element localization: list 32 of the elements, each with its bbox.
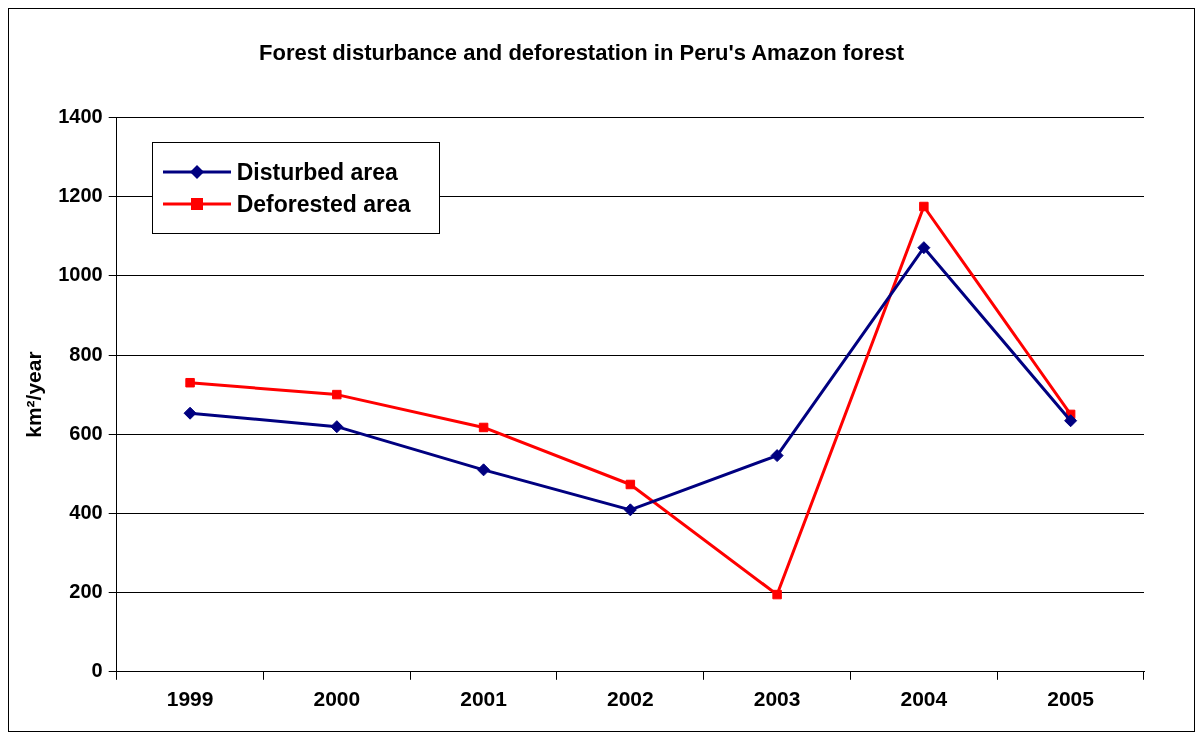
point: [330, 420, 344, 434]
point: [1064, 414, 1078, 428]
y-axis-title: km²/year: [22, 351, 46, 438]
point: [770, 449, 784, 463]
x-tick-label: 2004: [900, 687, 948, 711]
point: [185, 377, 195, 388]
y-tick-label: 1400: [58, 104, 103, 127]
legend-label: Deforested area: [236, 190, 411, 218]
point: [332, 389, 342, 400]
y-tick-label: 200: [69, 580, 103, 603]
y-tick-label: 1000: [58, 263, 103, 286]
x-tick-label: 2005: [1047, 687, 1095, 711]
x-tick-label: 2001: [460, 687, 508, 711]
point: [477, 463, 491, 477]
point: [772, 589, 782, 600]
point: [625, 479, 636, 490]
point: [478, 422, 489, 433]
x-tick-label: 2000: [313, 687, 361, 711]
y-tick-label: 600: [69, 421, 103, 444]
point: [919, 201, 929, 212]
legend-label: Disturbed area: [236, 158, 398, 186]
x-tick-label: 2003: [753, 687, 801, 711]
chart-title: Forest disturbance and deforestation in Peru's Amazon forest: [259, 40, 905, 66]
y-tick-label: 1200: [58, 184, 103, 207]
point: [183, 406, 197, 420]
y-tick-label: 400: [69, 500, 103, 523]
point: [623, 503, 637, 517]
point: [917, 241, 931, 255]
y-tick-label: 0: [91, 659, 103, 682]
y-tick-label: 800: [69, 342, 103, 365]
x-tick-label: 2002: [606, 687, 654, 711]
x-tick-label: 1999: [166, 687, 214, 711]
